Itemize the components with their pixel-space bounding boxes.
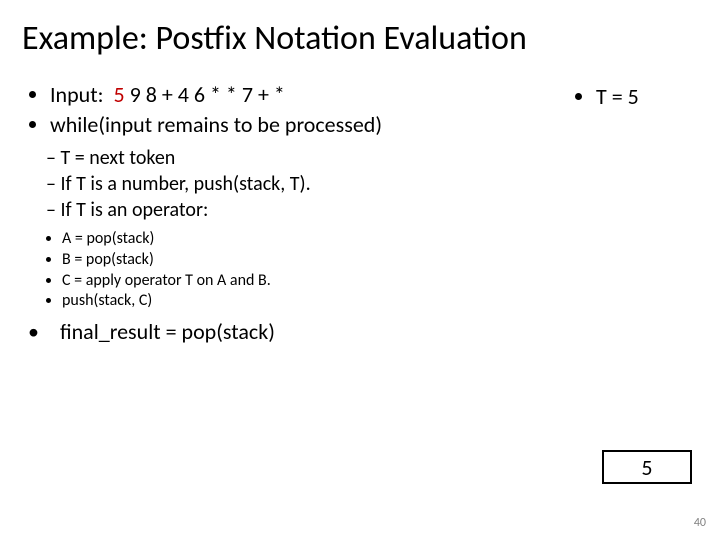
subsub-c: C = apply operator T on A and B. — [62, 271, 568, 292]
stack-box: 5 — [602, 450, 692, 484]
sub-item-2: If T is a number, push(stack, T). — [46, 172, 568, 197]
subsub-d: push(stack, C) — [62, 291, 568, 312]
sub-item-1: T = next token — [46, 146, 568, 171]
right-column: T = 5 — [568, 81, 698, 345]
page-number: 40 — [694, 516, 706, 530]
stack-top-value: 5 — [641, 454, 652, 481]
main-bullets: Input: 5 9 8 + 4 6 * * 7 + * while(input… — [22, 81, 568, 138]
sub-bullets: T = next token If T is a number, push(st… — [22, 146, 568, 223]
t-equals-line: T = 5 — [596, 83, 698, 111]
input-label: Input: — [50, 81, 103, 108]
content-columns: Input: 5 9 8 + 4 6 * * 7 + * while(input… — [22, 81, 698, 345]
left-column: Input: 5 9 8 + 4 6 * * 7 + * while(input… — [22, 81, 568, 345]
t-bullet: T = 5 — [568, 83, 698, 111]
slide-title: Example: Postfix Notation Evaluation — [22, 18, 698, 59]
slide-container: Example: Postfix Notation Evaluation Inp… — [0, 0, 720, 540]
while-line: while(input remains to be processed) — [50, 111, 568, 139]
subsub-b: B = pop(stack) — [62, 250, 568, 271]
input-line: Input: 5 9 8 + 4 6 * * 7 + * — [50, 81, 568, 109]
subsub-bullets: A = pop(stack) B = pop(stack) C = apply … — [22, 229, 568, 312]
sub-item-3: If T is an operator: — [46, 198, 568, 223]
bullet-dot-icon: • — [28, 318, 50, 345]
input-rest-txt: 9 8 + 4 6 * * 7 + * — [130, 81, 285, 108]
final-result-text: final_result = pop(stack) — [60, 318, 275, 345]
subsub-a: A = pop(stack) — [62, 229, 568, 250]
input-highlight-token: 5 — [113, 81, 124, 108]
final-result-line: • final_result = pop(stack) — [22, 318, 568, 345]
